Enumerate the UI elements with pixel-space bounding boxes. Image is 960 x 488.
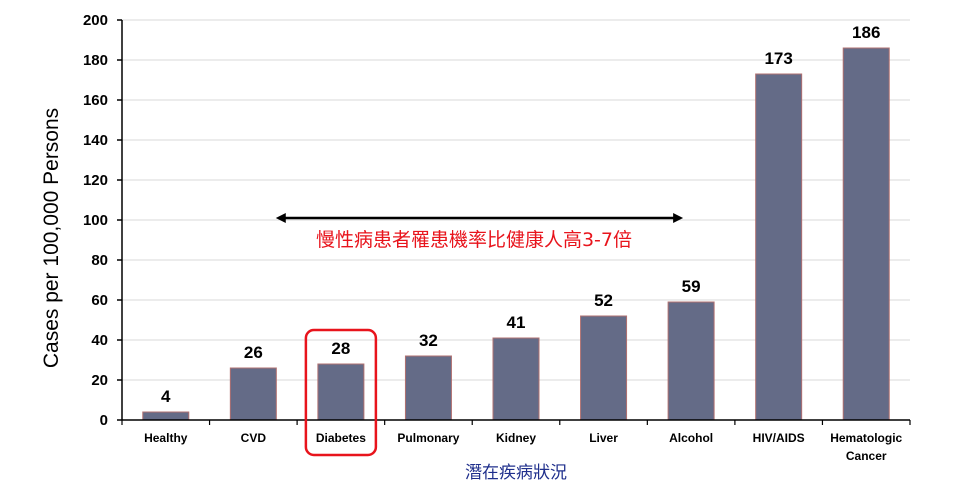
y-axis-ticks: 0 20 40 60 80 100 120 140 160 180 200 (83, 12, 122, 429)
x-axis-labels: Healthy CVD Diabetes Pulmonary Kidney Liver Al… (144, 431, 902, 463)
category-label: Hematologic (830, 431, 902, 445)
y-tick-label: 60 (91, 292, 108, 309)
bar-kidney (492, 337, 540, 421)
annotation-text: 慢性病患者罹患機率比健康人高3-7倍 (316, 229, 632, 251)
data-label: 173 (764, 49, 792, 68)
bars: 4 26 28 32 41 52 59 173 186 (142, 23, 890, 421)
data-label: 28 (331, 339, 350, 358)
y-tick-label: 40 (91, 332, 108, 349)
y-tick-label: 100 (83, 212, 108, 229)
y-tick-label: 0 (100, 412, 108, 429)
y-tick-label: 160 (83, 92, 108, 109)
category-label: CVD (241, 431, 267, 445)
category-label: Cancer (846, 449, 887, 463)
arrow-head-left-icon (275, 213, 286, 223)
y-tick-label: 140 (83, 132, 108, 149)
category-label: Pulmonary (397, 431, 459, 445)
y-tick-label: 120 (83, 172, 108, 189)
bar-pulmonary (404, 355, 452, 421)
category-label: Kidney (496, 431, 536, 445)
y-axis-title: Cases per 100,000 Persons (40, 108, 63, 368)
category-label: Diabetes (316, 431, 366, 445)
highlight-box (304, 328, 378, 457)
category-label: Liver (589, 431, 618, 445)
bar-hematologic-cancer (842, 47, 890, 421)
category-label: HIV/AIDS (753, 431, 805, 445)
y-tick-label: 80 (91, 252, 108, 269)
annotation (275, 213, 684, 457)
bar-cvd (229, 367, 277, 421)
axes (121, 20, 911, 425)
x-axis-title: 潛在疾病狀況 (465, 463, 567, 483)
category-label: Alcohol (669, 431, 713, 445)
data-label: 26 (244, 343, 263, 362)
y-tick-label: 200 (83, 12, 108, 29)
arrow-head-right-icon (673, 213, 684, 223)
y-tick-label: 180 (83, 52, 108, 69)
data-label: 41 (507, 313, 526, 332)
bar-alcohol (667, 301, 715, 421)
bar-hiv-aids (755, 73, 803, 421)
bar-healthy (142, 411, 190, 421)
data-label: 186 (852, 23, 880, 42)
data-label: 4 (161, 387, 171, 406)
y-tick-label: 20 (91, 372, 108, 389)
data-label: 52 (594, 291, 613, 310)
data-label: 32 (419, 331, 438, 350)
bar-diabetes (317, 363, 365, 421)
bar-liver (580, 315, 628, 421)
category-label: Healthy (144, 431, 188, 445)
gridlines (122, 19, 910, 381)
data-label: 59 (682, 277, 701, 296)
